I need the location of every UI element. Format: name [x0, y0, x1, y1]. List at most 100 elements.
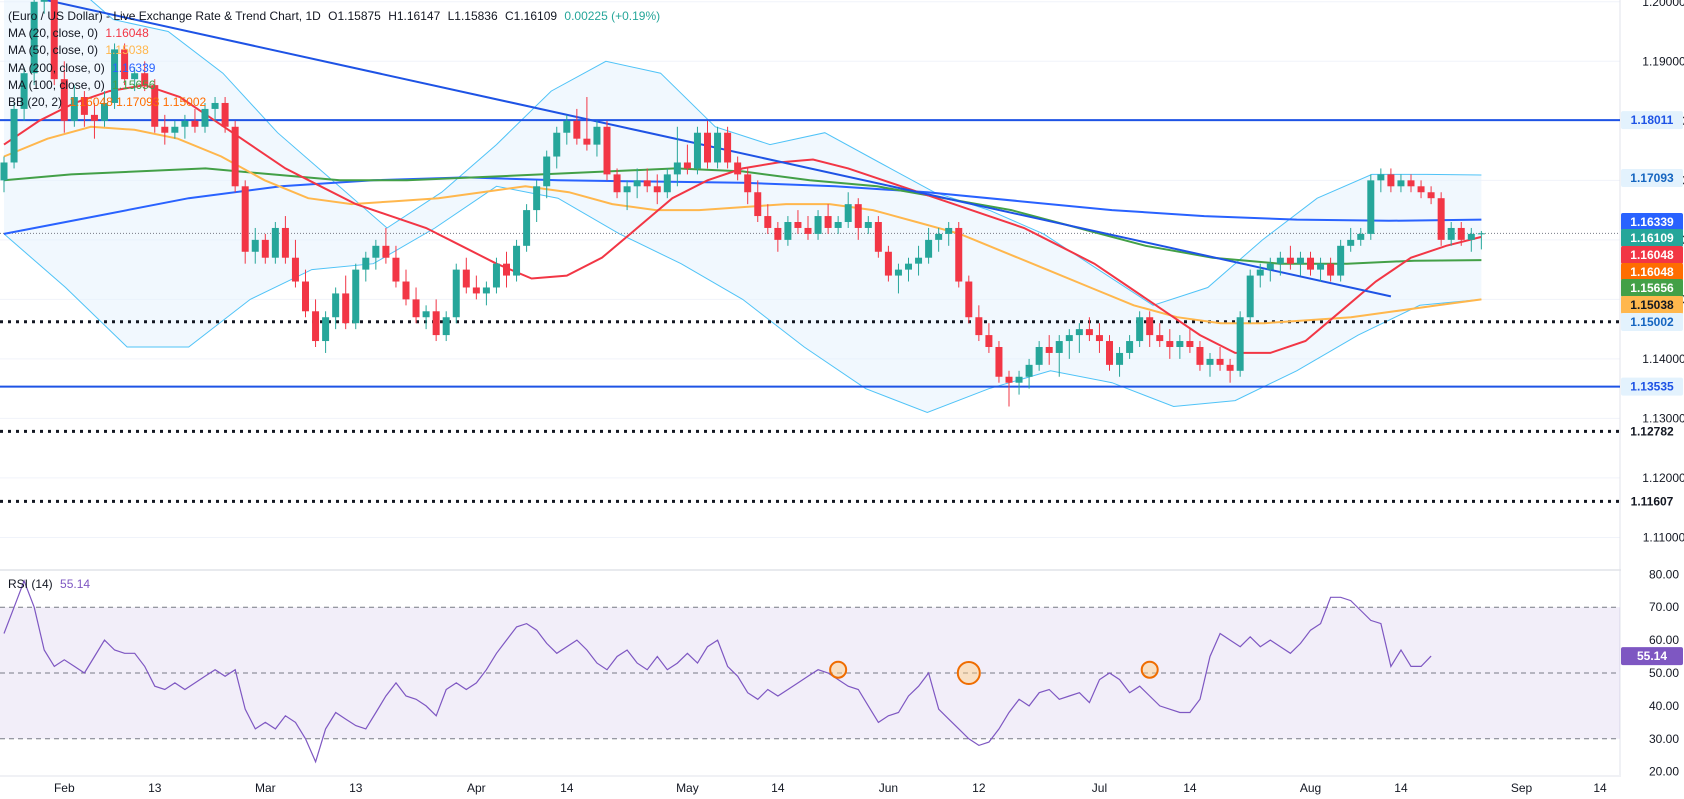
time-tick-label: 14 — [560, 781, 574, 795]
indicator-ma200[interactable]: MA (200, close, 0) 1.16339 — [8, 60, 660, 77]
ma200-line — [3, 176, 1482, 235]
candle-body — [422, 311, 430, 318]
price-tick-label: 1.13000 — [1642, 411, 1684, 425]
candle-body — [1357, 233, 1365, 240]
price-tick-label: 1.20000 — [1642, 0, 1684, 9]
candle-body — [905, 263, 912, 270]
candle-body — [1467, 233, 1475, 240]
candle-body — [623, 186, 631, 193]
horizontal-levels — [0, 119, 1620, 503]
candle-body — [583, 138, 591, 145]
candle-body — [633, 180, 641, 187]
candle-body — [754, 192, 762, 217]
ohlc-open: O1.15875 — [328, 9, 381, 23]
indicator-value: 1.16339 — [112, 60, 156, 75]
rsi-tick-label: 30.00 — [1649, 732, 1679, 746]
candle-body — [101, 102, 108, 121]
candle-body — [372, 245, 380, 258]
bb-upper-line — [90, 0, 1482, 306]
candle-body — [1327, 263, 1335, 276]
candle-body — [1055, 341, 1063, 353]
candle-body — [382, 245, 390, 258]
candle-body — [1186, 341, 1194, 347]
candle-body — [1136, 317, 1144, 342]
price-tag: 1.17093 — [1630, 171, 1674, 185]
rsi-tick-label: 40.00 — [1649, 699, 1679, 713]
price-tag: 1.15656 — [1630, 281, 1674, 295]
candle-body — [1015, 376, 1023, 383]
candle-body — [563, 120, 571, 133]
candle-body — [824, 216, 832, 228]
candle-body — [231, 126, 239, 187]
candle-body — [131, 73, 139, 80]
candle-body — [241, 186, 249, 252]
candle-body — [432, 311, 440, 336]
candle-body — [60, 79, 68, 121]
indicator-ma20[interactable]: MA (20, close, 0) 1.16048 — [8, 25, 660, 42]
candle-body — [975, 317, 983, 336]
candle-body — [121, 49, 129, 80]
candle-body — [744, 174, 752, 193]
price-tag: 1.16109 — [1630, 231, 1674, 245]
bb-lower-line — [3, 185, 1482, 414]
candle-body — [884, 251, 892, 276]
candle-body — [442, 317, 450, 336]
candle-body — [80, 97, 88, 115]
rsi-tick-label: 20.00 — [1649, 765, 1679, 779]
candle-body — [1266, 263, 1274, 270]
price-tag-bg — [1621, 213, 1683, 231]
price-tag-bg — [1621, 313, 1683, 331]
candle-body — [1276, 257, 1284, 264]
rsi-tick-label: 80.00 — [1649, 567, 1679, 581]
candle-body — [673, 162, 681, 175]
rsi-value: 55.14 — [60, 577, 91, 591]
price-tag: 1.16339 — [1630, 215, 1674, 229]
candle-body — [281, 227, 289, 258]
candle-body — [20, 73, 28, 109]
candle-body — [1397, 180, 1405, 187]
candle-body — [492, 263, 500, 288]
indicator-label: MA (20, close, 0) — [8, 26, 99, 41]
candle-body — [663, 174, 671, 193]
candle-body — [864, 222, 872, 228]
candle-body — [191, 120, 199, 127]
candle-body — [40, 0, 48, 2]
candle-body — [714, 132, 722, 163]
candle-body — [1236, 317, 1244, 371]
symbol-title: (Euro / US Dollar) - Live Exchange Rate … — [8, 9, 321, 23]
time-tick-label: Sep — [1511, 781, 1533, 795]
candle-body — [1075, 329, 1083, 336]
rsi-pane — [0, 579, 1620, 764]
indicator-bb[interactable]: BB (20, 2) 1.16048 1.17093 1.15002 — [8, 94, 660, 111]
candle-body — [251, 239, 259, 252]
candle-body — [90, 114, 98, 121]
candle-body — [533, 186, 541, 211]
candle-body — [1216, 358, 1224, 365]
indicator-ma100[interactable]: MA (100, close, 0) 1.15656 — [8, 77, 660, 94]
time-tick-label: Jul — [1092, 781, 1107, 795]
ohlc-low: L1.15836 — [447, 9, 498, 23]
candle-body — [0, 162, 8, 181]
candle-body — [844, 204, 852, 223]
candle-body — [653, 186, 661, 193]
price-tag: 1.16048 — [1630, 265, 1674, 279]
candle-body — [955, 227, 963, 282]
indicator-ma50[interactable]: MA (50, close, 0) 1.15038 — [8, 42, 660, 59]
candles — [0, 0, 1485, 407]
price-tag-bg — [1621, 279, 1683, 297]
level-tag-bg — [1621, 492, 1683, 511]
candle-body — [573, 120, 581, 139]
price-tag: 1.15002 — [1630, 315, 1674, 329]
candle-body — [1447, 227, 1455, 240]
price-tag-bg — [1621, 229, 1683, 247]
candle-body — [462, 269, 470, 288]
candle-body — [1477, 233, 1485, 235]
rsi-legend[interactable]: RSI (14) 55.14 — [8, 577, 90, 591]
candle-body — [161, 126, 169, 133]
candle-body — [925, 239, 933, 258]
candle-body — [1035, 346, 1043, 365]
candle-body — [704, 132, 711, 163]
indicator-label: BB (20, 2) — [8, 95, 63, 110]
time-tick-label: 13 — [148, 781, 162, 795]
candle-body — [643, 180, 651, 187]
